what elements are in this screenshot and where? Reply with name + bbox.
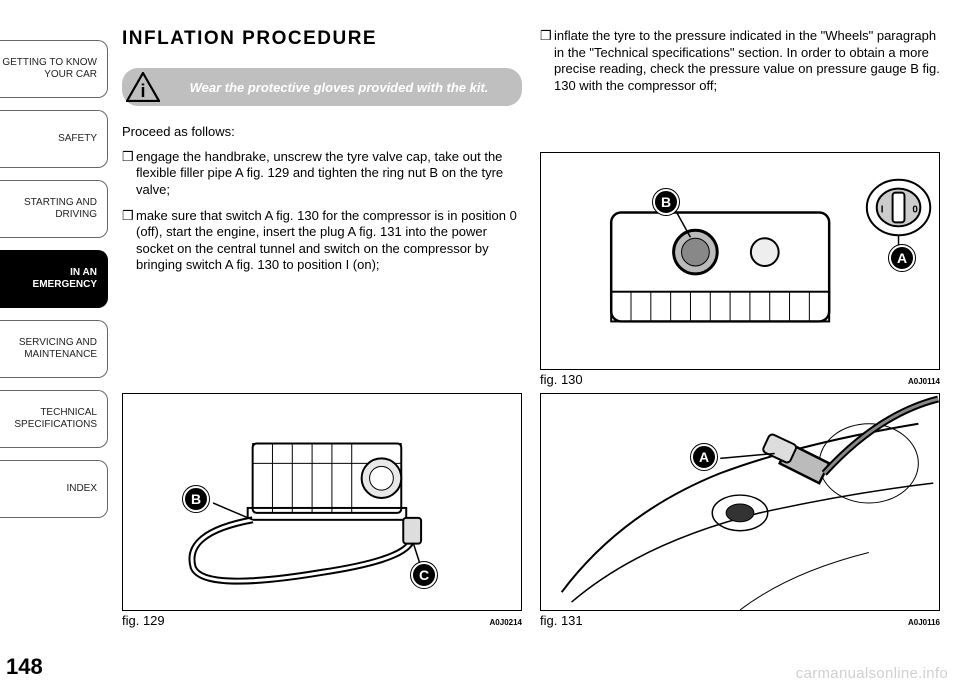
tab-technical[interactable]: TECHNICAL SPECIFICATIONS (0, 390, 108, 448)
bullet-mark-icon: ❒ (122, 149, 136, 199)
right-column: ❒ inflate the tyre to the pressure indic… (540, 28, 940, 676)
tab-emergency[interactable]: IN AN EMERGENCY (0, 250, 108, 308)
bullet-mark-icon: ❒ (540, 28, 554, 95)
figure-131-svg (541, 394, 939, 610)
figure-caption-text: fig. 129 (122, 613, 165, 628)
figure-caption-text: fig. 131 (540, 613, 583, 628)
figure-label-b: B (653, 189, 679, 215)
bullet-item: ❒ inflate the tyre to the pressure indic… (540, 28, 940, 95)
page: GETTING TO KNOW YOUR CAR SAFETY STARTING… (0, 0, 960, 686)
figure-caption-text: fig. 130 (540, 372, 583, 387)
bullet-text: inflate the tyre to the pressure indicat… (554, 28, 940, 95)
figure-129-caption: fig. 129 A0J0214 (122, 613, 522, 628)
svg-text:0: 0 (912, 204, 918, 215)
sidebar-tabs: GETTING TO KNOW YOUR CAR SAFETY STARTING… (0, 0, 108, 686)
intro-text: Proceed as follows: (122, 124, 522, 141)
warning-text: Wear the protective gloves provided with… (170, 80, 508, 95)
tab-index[interactable]: INDEX (0, 460, 108, 518)
tab-starting-driving[interactable]: STARTING AND DRIVING (0, 180, 108, 238)
figure-label-b: B (183, 486, 209, 512)
figure-code: A0J0114 (908, 377, 940, 386)
left-column: INFLATION PROCEDURE i Wear the protectiv… (122, 28, 522, 676)
svg-text:I: I (881, 204, 884, 215)
bullet-item: ❒ engage the handbrake, unscrew the tyre… (122, 149, 522, 199)
figure-129: B C (122, 393, 522, 611)
tab-getting-to-know[interactable]: GETTING TO KNOW YOUR CAR (0, 40, 108, 98)
bullet-text: engage the handbrake, unscrew the tyre v… (136, 149, 522, 199)
svg-text:i: i (140, 81, 145, 101)
tab-servicing[interactable]: SERVICING AND MAINTENANCE (0, 320, 108, 378)
figure-label-a: A (889, 245, 915, 271)
content-area: INFLATION PROCEDURE i Wear the protectiv… (108, 0, 960, 686)
warning-box: i Wear the protective gloves provided wi… (122, 68, 522, 106)
figure-label-c: C (411, 562, 437, 588)
figure-130-caption: fig. 130 A0J0114 (540, 372, 940, 387)
warning-triangle-icon: i (126, 72, 160, 102)
figure-code: A0J0214 (490, 618, 522, 627)
figure-131-caption: fig. 131 A0J0116 (540, 613, 940, 628)
figure-130-svg: I 0 (541, 153, 939, 369)
bullet-item: ❒ make sure that switch A fig. 130 for t… (122, 208, 522, 275)
tab-safety[interactable]: SAFETY (0, 110, 108, 168)
page-number: 148 (6, 654, 43, 680)
watermark: carmanualsonline.info (796, 665, 948, 682)
figure-130: I 0 B A (540, 152, 940, 370)
figure-code: A0J0116 (908, 618, 940, 627)
section-heading: INFLATION PROCEDURE (122, 28, 522, 50)
bullet-text: make sure that switch A fig. 130 for the… (136, 208, 522, 275)
figure-131: A (540, 393, 940, 611)
figure-label-a: A (691, 444, 717, 470)
bullet-mark-icon: ❒ (122, 208, 136, 275)
